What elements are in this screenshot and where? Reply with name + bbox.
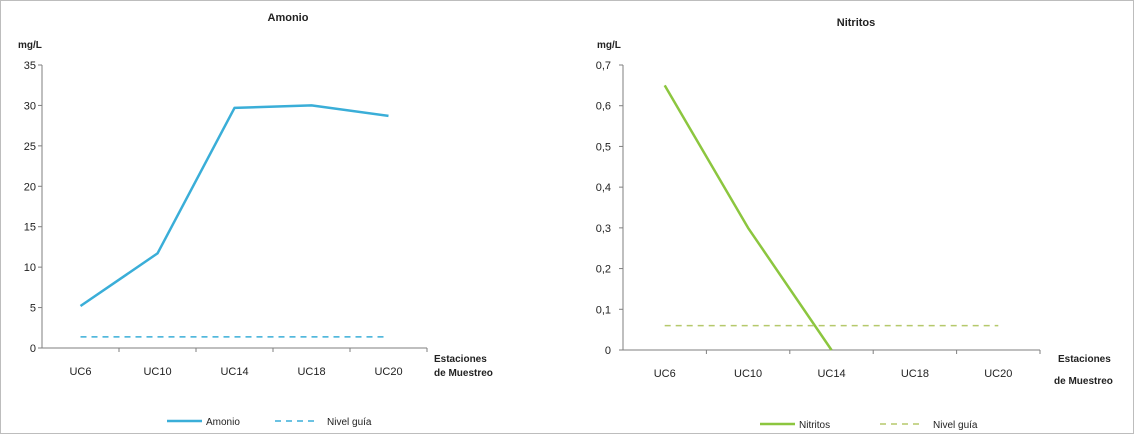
chart-title: Nitritos xyxy=(837,17,876,29)
x-axis-label-line-2: de Muestreo xyxy=(1054,376,1113,387)
y-tick-label: 0,4 xyxy=(596,182,611,194)
y-tick-label: 0 xyxy=(605,345,611,357)
y-tick-label: 0,3 xyxy=(596,223,611,235)
chart-title: Amonio xyxy=(268,12,309,24)
legend-label-nitritos: Nitritos xyxy=(799,420,830,431)
x-tick-label: UC6 xyxy=(69,366,91,378)
y-ticks: 0 0,1 0,2 0,3 0,4 0,5 0,6 0,7 xyxy=(596,60,623,357)
y-tick-label: 30 xyxy=(24,100,36,112)
y-tick-label: 0,5 xyxy=(596,141,611,153)
y-ticks: 0 5 10 15 20 25 30 35 xyxy=(24,60,42,355)
y-tick-label: 25 xyxy=(24,141,36,153)
nitritos-chart: Nitritos mg/L 0 0,1 0,2 0,3 0,4 0,5 0,6 0,7 UC6… xyxy=(596,17,1113,431)
y-axis-unit-label: mg/L xyxy=(597,40,621,51)
x-tick-label: UC10 xyxy=(734,368,762,380)
legend: Nitritos Nivel guía xyxy=(760,420,978,431)
x-tick-label: UC20 xyxy=(984,368,1012,380)
y-tick-label: 0,6 xyxy=(596,101,611,113)
y-tick-label: 20 xyxy=(24,181,36,193)
x-ticks: UC6 UC10 UC14 UC18 UC20 xyxy=(69,348,428,378)
y-tick-label: 0,2 xyxy=(596,264,611,276)
x-axis-label-line-2: de Muestreo xyxy=(434,368,493,379)
legend-label-amonio: Amonio xyxy=(206,417,240,428)
x-axis-label-line-1: Estaciones xyxy=(1058,354,1111,365)
y-tick-label: 35 xyxy=(24,60,36,72)
x-tick-label: UC14 xyxy=(220,366,248,378)
y-tick-label: 0,7 xyxy=(596,60,611,72)
y-tick-label: 10 xyxy=(24,262,36,274)
x-tick-label: UC18 xyxy=(297,366,325,378)
y-tick-label: 0,1 xyxy=(596,304,611,316)
y-axis-unit-label: mg/L xyxy=(18,40,42,51)
y-tick-label: 0 xyxy=(30,343,36,355)
series-lines xyxy=(79,104,389,338)
legend: Amonio Nivel guía xyxy=(167,417,372,428)
x-tick-label: UC10 xyxy=(143,366,171,378)
legend-label-nivel-guia: Nivel guía xyxy=(933,420,978,431)
x-tick-label: UC14 xyxy=(817,368,845,380)
x-tick-label: UC18 xyxy=(901,368,929,380)
legend-label-nivel-guia: Nivel guía xyxy=(327,417,372,428)
x-tick-label: UC6 xyxy=(654,368,676,380)
x-axis-label-line-1: Estaciones xyxy=(434,354,487,365)
series-line-nitritos xyxy=(663,84,833,351)
x-tick-label: UC20 xyxy=(374,366,402,378)
series-lines xyxy=(663,84,999,351)
y-tick-label: 15 xyxy=(24,222,36,234)
series-line-amonio xyxy=(79,104,389,308)
x-ticks: UC6 UC10 UC14 UC18 UC20 xyxy=(654,350,1041,380)
y-tick-label: 5 xyxy=(30,303,36,315)
